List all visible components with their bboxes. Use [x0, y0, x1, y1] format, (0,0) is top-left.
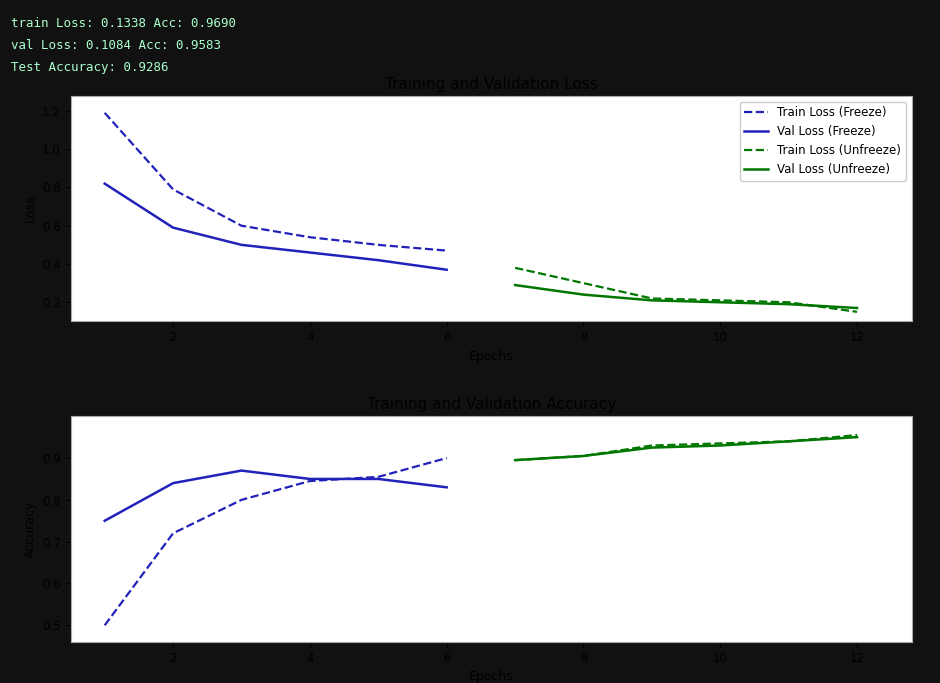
Val Loss (Unfreeze): [646, 296, 657, 305]
Title: Training and Validation Loss: Training and Validation Loss: [384, 76, 598, 92]
Val Loss (Unfreeze): [783, 300, 794, 308]
Train Loss (Freeze): [167, 185, 179, 193]
Text: train Loss: 0.1338 Acc: 0.9690: train Loss: 0.1338 Acc: 0.9690: [11, 17, 236, 30]
Train Loss (Unfreeze): [783, 298, 794, 307]
Val Loss (Freeze): [305, 249, 316, 257]
Train Loss (Unfreeze): [714, 296, 726, 305]
Y-axis label: Loss: Loss: [24, 195, 37, 222]
Train Loss (Freeze): [372, 241, 384, 249]
Line: Train Loss (Freeze): Train Loss (Freeze): [104, 113, 446, 251]
Val Loss (Freeze): [167, 223, 179, 232]
X-axis label: Epochs: Epochs: [469, 350, 513, 363]
Title: Training and Validation Accuracy: Training and Validation Accuracy: [367, 398, 616, 413]
Val Loss (Freeze): [441, 266, 452, 274]
Y-axis label: Accuracy: Accuracy: [24, 501, 37, 558]
Val Loss (Freeze): [236, 241, 247, 249]
Train Loss (Unfreeze): [852, 308, 863, 316]
Line: Train Loss (Unfreeze): Train Loss (Unfreeze): [515, 268, 857, 312]
Train Loss (Freeze): [99, 109, 110, 117]
X-axis label: Epochs: Epochs: [469, 670, 513, 683]
Train Loss (Unfreeze): [646, 294, 657, 303]
Val Loss (Freeze): [99, 180, 110, 188]
Train Loss (Freeze): [236, 222, 247, 230]
Legend: Train Loss (Freeze), Val Loss (Freeze), Train Loss (Unfreeze), Val Loss (Unfreez: Train Loss (Freeze), Val Loss (Freeze), …: [740, 102, 906, 181]
Text: val Loss: 0.1084 Acc: 0.9583: val Loss: 0.1084 Acc: 0.9583: [11, 39, 221, 52]
Train Loss (Freeze): [441, 247, 452, 255]
Val Loss (Unfreeze): [714, 298, 726, 307]
Text: Test Accuracy: 0.9286: Test Accuracy: 0.9286: [11, 61, 169, 74]
Train Loss (Unfreeze): [578, 279, 589, 288]
Val Loss (Unfreeze): [509, 281, 521, 289]
Val Loss (Unfreeze): [852, 304, 863, 312]
Train Loss (Freeze): [305, 233, 316, 241]
Line: Val Loss (Unfreeze): Val Loss (Unfreeze): [515, 285, 857, 308]
Val Loss (Unfreeze): [578, 290, 589, 298]
Line: Val Loss (Freeze): Val Loss (Freeze): [104, 184, 446, 270]
Val Loss (Freeze): [372, 256, 384, 264]
Train Loss (Unfreeze): [509, 264, 521, 272]
